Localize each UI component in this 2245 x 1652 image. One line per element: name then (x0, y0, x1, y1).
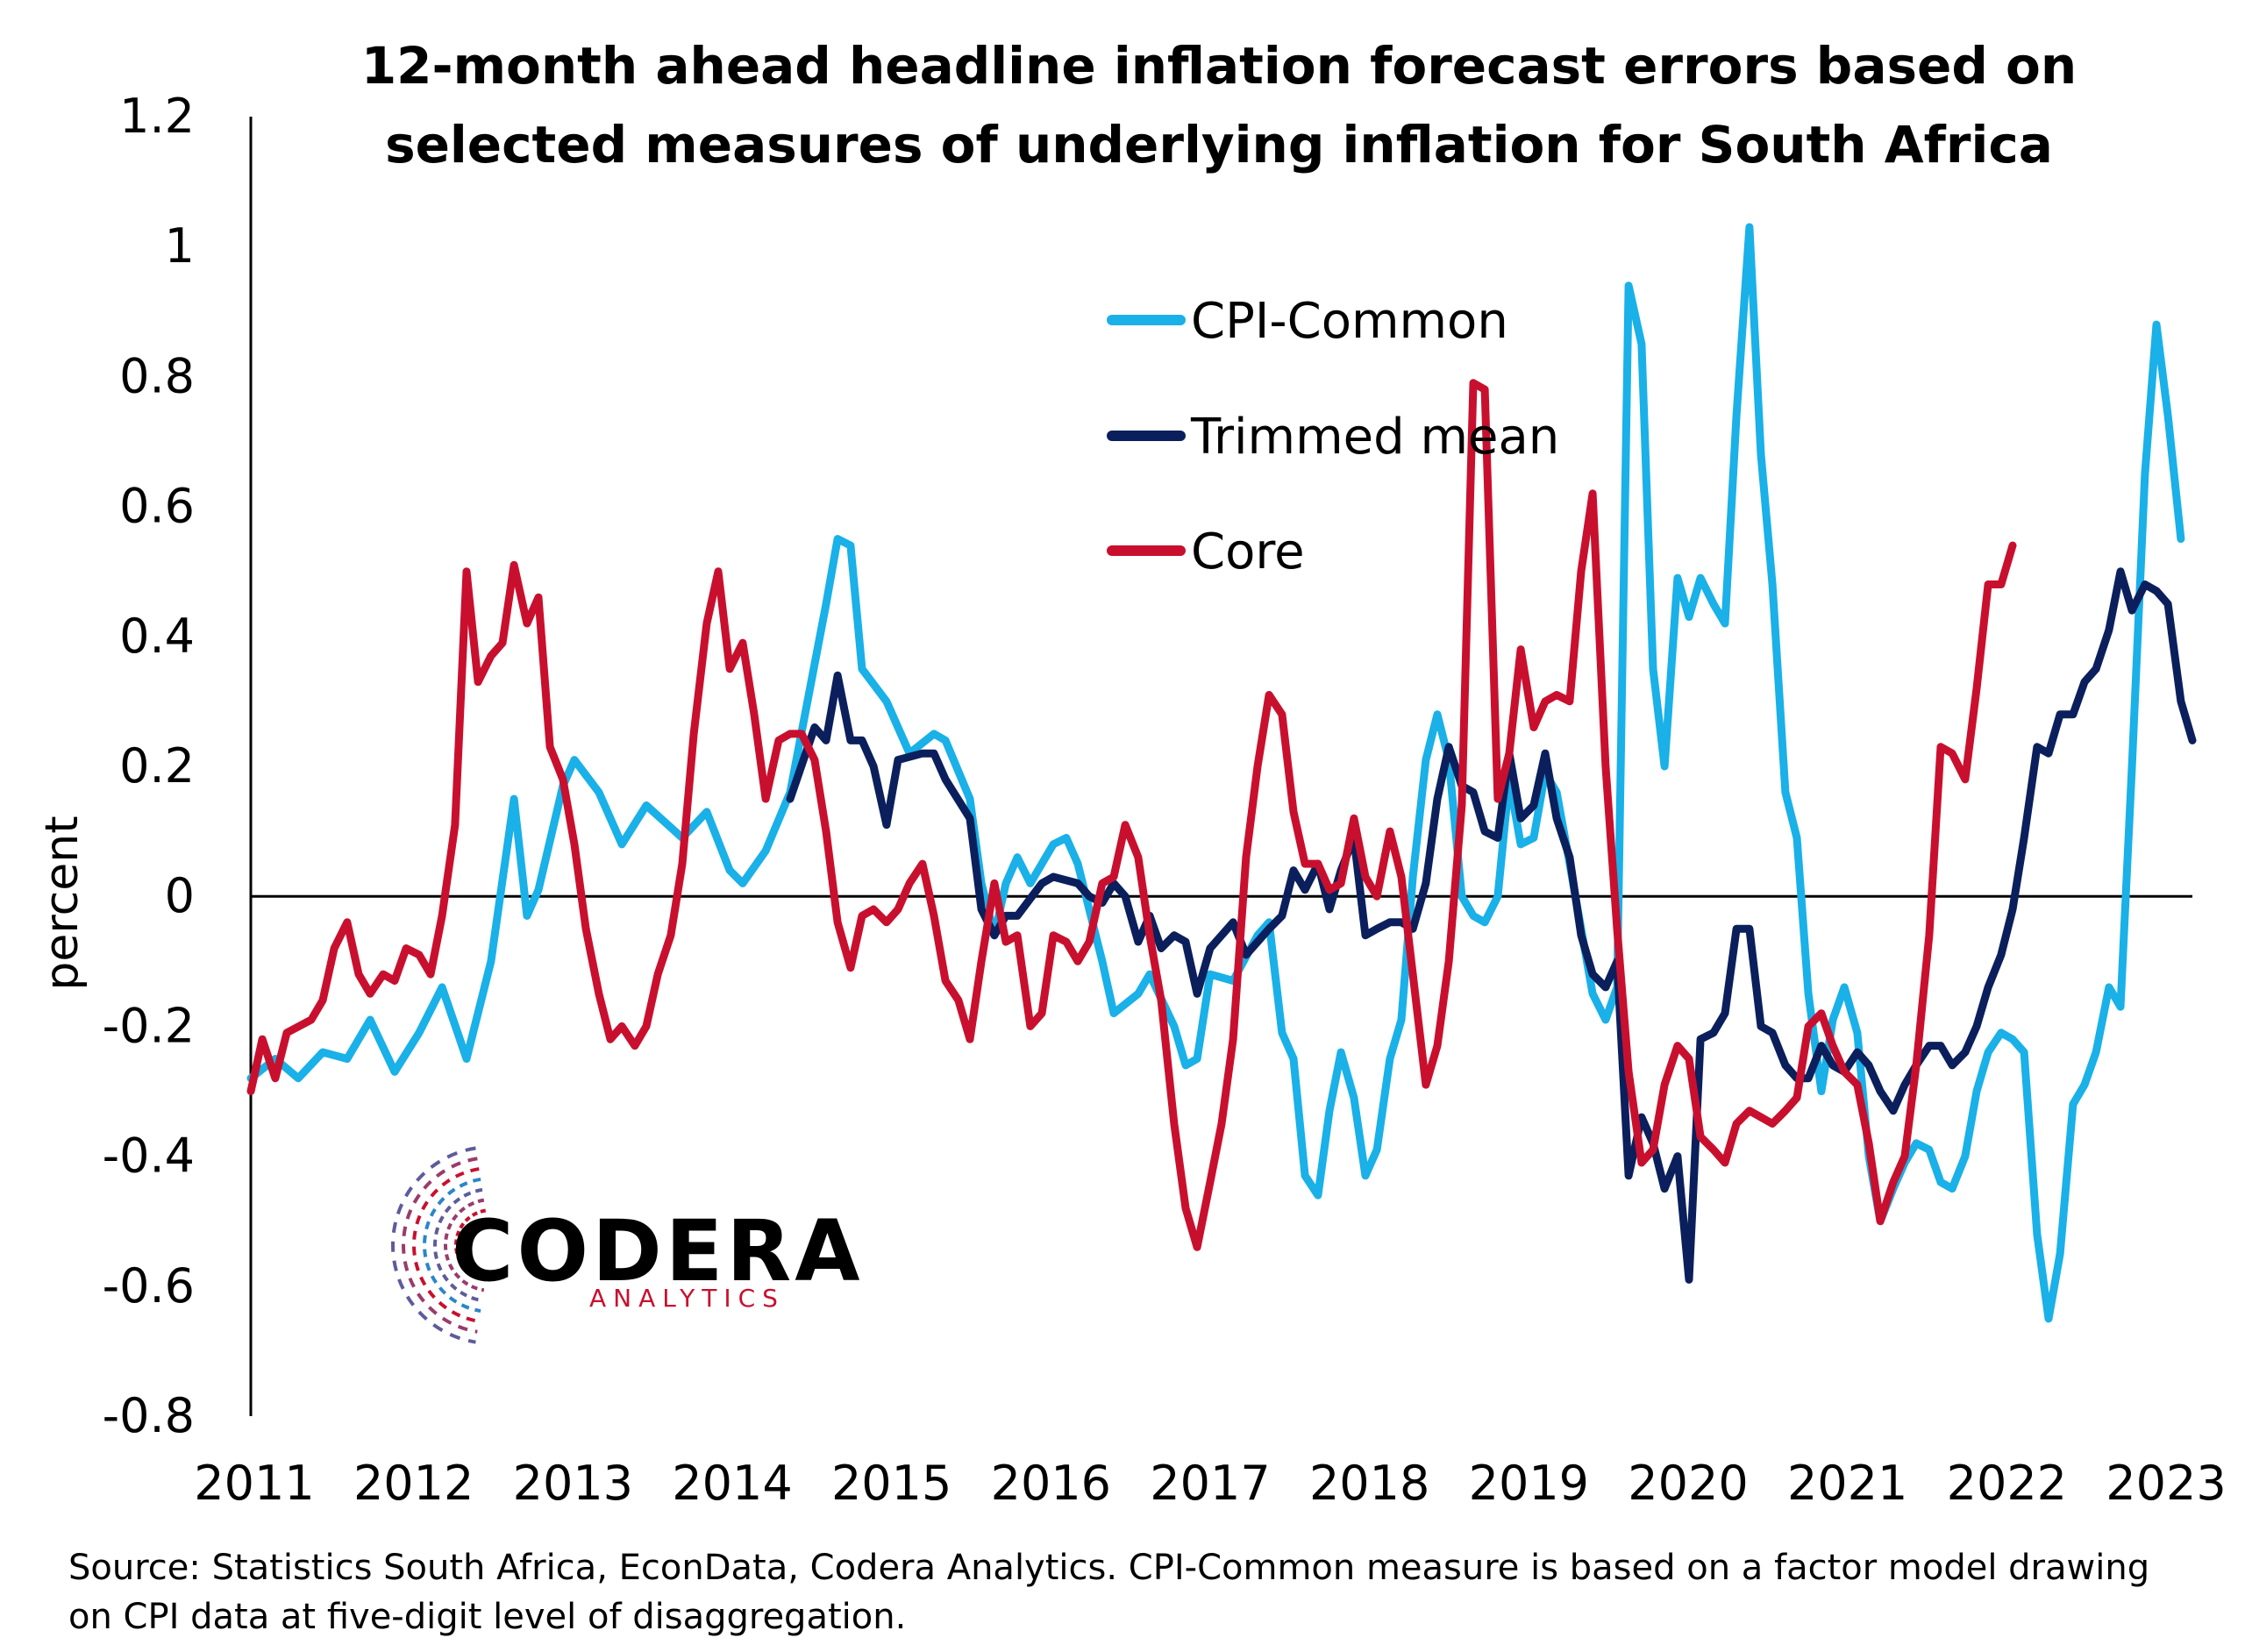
y-tick-label: -0.8 (103, 1388, 195, 1443)
y-tick-label: 1 (165, 218, 195, 274)
logo-arc (391, 1146, 476, 1344)
chart-title-line-1: 12-month ahead headline inflation foreca… (361, 36, 2077, 96)
logo-arc (401, 1157, 478, 1334)
y-axis-label: percent (36, 815, 89, 990)
y-tick-label: 0.2 (119, 738, 195, 794)
chart-title-line-2: selected measures of underlying inflatio… (385, 115, 2053, 174)
y-axis-ticks: 1.2 1 0.8 0.6 0.4 0.2 0 -0.2 -0.4 -0.6 -0.8 (103, 89, 195, 1443)
y-tick-label: -0.4 (103, 1129, 195, 1184)
x-tick-label: 2013 (513, 1456, 633, 1511)
y-tick-label: -0.6 (103, 1258, 195, 1314)
series-line-cpi-common (246, 223, 2185, 1323)
legend-label: Trimmed mean (1190, 409, 1559, 466)
x-axis-ticks: 2011 2012 2013 2014 2015 2016 2017 2018 2019 2020… (194, 1456, 2226, 1511)
x-tick-label: 2023 (2106, 1456, 2226, 1511)
series-line-trimmed-mean (786, 567, 2197, 1284)
logo-mark-icon (391, 1146, 487, 1344)
x-tick-label: 2014 (672, 1456, 792, 1511)
y-tick-label: -0.2 (103, 998, 195, 1053)
x-tick-label: 2012 (353, 1456, 474, 1511)
logo-arc (423, 1177, 481, 1314)
legend-label: CPI-Common (1191, 293, 1508, 350)
y-tick-label: 0.6 (119, 479, 195, 534)
x-tick-label: 2019 (1469, 1456, 1589, 1511)
x-tick-label: 2016 (991, 1456, 1111, 1511)
x-tick-label: 2017 (1150, 1456, 1270, 1511)
y-tick-label: 0.4 (119, 609, 195, 664)
series-lines (246, 223, 2197, 1323)
x-tick-label: 2021 (1787, 1456, 1907, 1511)
logo-arc (433, 1187, 483, 1303)
legend-label: Core (1191, 523, 1305, 580)
legend: CPI-Common Trimmed mean Core (1107, 293, 1559, 580)
y-tick-label: 0 (165, 868, 195, 923)
source-note: Source: Statistics South Africa, EconDat… (68, 1548, 2150, 1637)
logo-name: CODERA (452, 1202, 864, 1300)
x-tick-label: 2015 (831, 1456, 951, 1511)
logo-subtitle: ANALYTICS (589, 1284, 785, 1313)
logo-arc (453, 1208, 487, 1282)
x-tick-label: 2018 (1309, 1456, 1429, 1511)
logo-arc (444, 1198, 485, 1292)
x-tick-label: 2020 (1628, 1456, 1748, 1511)
x-tick-label: 2022 (1947, 1456, 2067, 1511)
chart-title: 12-month ahead headline inflation foreca… (361, 36, 2077, 174)
y-tick-label: 0.8 (119, 348, 195, 403)
x-tick-label: 2011 (194, 1456, 314, 1511)
y-tick-label: 1.2 (119, 89, 195, 144)
series-line-core (246, 379, 2017, 1251)
logo-arc (411, 1167, 480, 1323)
codera-logo: CODERA ANALYTICS (391, 1146, 864, 1344)
